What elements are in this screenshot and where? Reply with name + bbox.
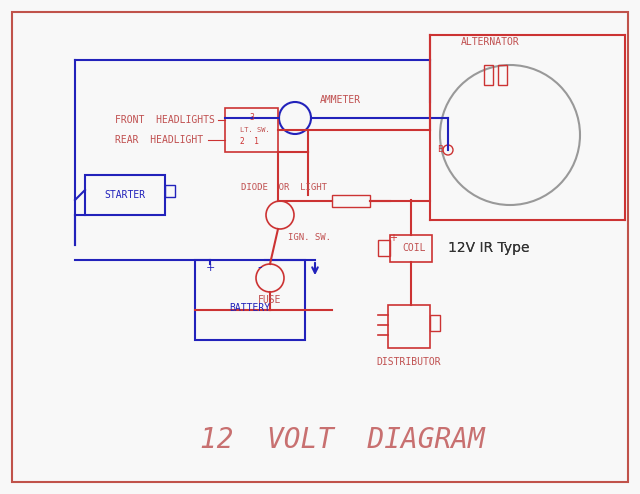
Text: FUSE: FUSE [259,295,282,305]
Text: STARTER: STARTER [104,190,145,200]
Text: IGN. SW.: IGN. SW. [288,233,331,242]
Text: +: + [389,233,397,243]
Bar [225,108,278,152]
Bar [390,235,432,262]
Text: FRONT  HEADLIGHTS: FRONT HEADLIGHTS [115,115,215,125]
Bar [484,65,493,85]
Text: COIL: COIL [403,244,426,253]
Bar [498,65,507,85]
Text: 12  VOLT  DIAGRAM: 12 VOLT DIAGRAM [200,426,484,454]
Text: 3: 3 [249,114,254,123]
Bar [430,35,625,220]
Bar [195,260,305,340]
Text: DISTRIBUTOR: DISTRIBUTOR [377,357,442,367]
Text: 12V IR Type: 12V IR Type [448,241,529,255]
Text: REAR  HEADLIGHT: REAR HEADLIGHT [115,135,203,145]
Text: -: - [258,261,262,275]
Text: LT. SW.: LT. SW. [239,127,269,133]
Text: B: B [437,146,443,155]
Bar [85,175,165,215]
Text: BATTERY: BATTERY [229,303,271,313]
Text: ALTERNATOR: ALTERNATOR [461,37,520,47]
Bar [332,195,370,207]
Bar [388,305,430,348]
Text: 12V IR Type: 12V IR Type [448,241,529,255]
Text: +: + [205,263,214,273]
Text: AMMETER: AMMETER [319,95,360,105]
Bar [378,240,390,256]
Bar [430,315,440,331]
Circle shape [443,145,453,155]
Bar [165,185,175,197]
Text: DIODE  OR  LIGHT: DIODE OR LIGHT [241,182,327,192]
Text: 2    1: 2 1 [240,137,259,147]
